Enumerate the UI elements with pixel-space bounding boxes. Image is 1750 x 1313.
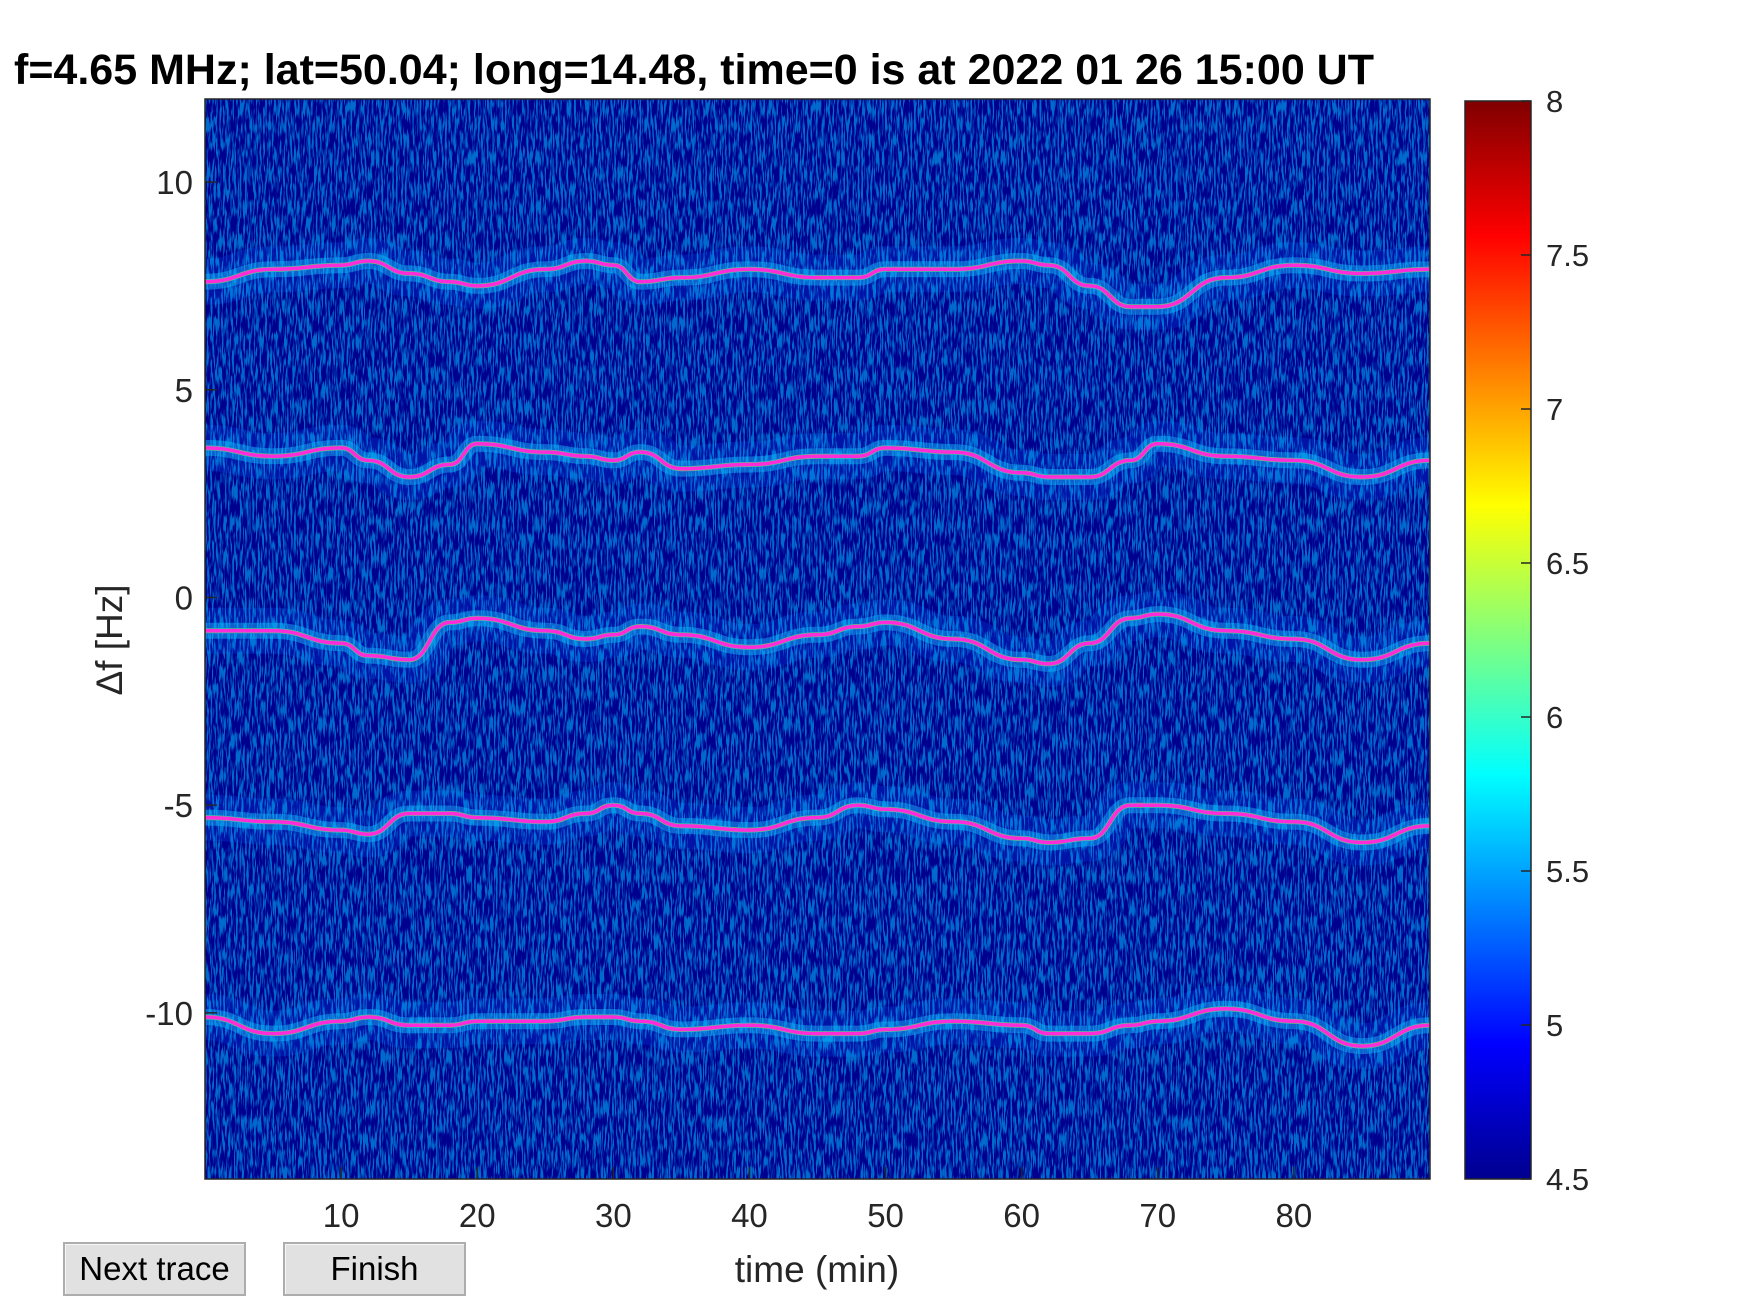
colorbar-tick-label: 4.5	[1546, 1162, 1589, 1197]
plot-frame	[204, 98, 1431, 1180]
y-tick-label: 0	[175, 579, 193, 616]
colorbar-tick-label: 7.5	[1546, 238, 1589, 273]
x-tick-label: 30	[595, 1197, 632, 1234]
doppler-trace-layer	[205, 259, 1430, 1048]
x-tick-label: 10	[323, 1197, 360, 1234]
x-tick-label: 70	[1139, 1197, 1176, 1234]
x-tick-label: 50	[867, 1197, 904, 1234]
colorbar-ticks: 8 7.5 7 6.5 6 5.5 5 4.5	[1521, 84, 1589, 1197]
y-tick-label: -10	[145, 995, 193, 1032]
y-tick-label: 10	[156, 164, 193, 201]
y-axis-label: Δf [Hz]	[89, 584, 130, 695]
x-axis: 10 20 30 40 50 60 70 80	[323, 1167, 1312, 1234]
trace-line	[205, 1006, 1430, 1048]
trace-line	[205, 259, 1430, 309]
x-tick-label: 60	[1003, 1197, 1040, 1234]
trace-line	[205, 442, 1430, 479]
finish-button[interactable]: Finish	[283, 1242, 466, 1296]
x-tick-label: 40	[731, 1197, 768, 1234]
chart-title: f=4.65 MHz; lat=50.04; long=14.48, time=…	[14, 46, 1374, 94]
colorbar-tick-label: 6	[1546, 700, 1563, 735]
y-axis: 10 5 0 -5 -10	[145, 164, 217, 1032]
x-axis-label: time (min)	[735, 1249, 899, 1290]
y-tick-label: 5	[175, 372, 193, 409]
colorbar: 8 7.5 7 6.5 6 5.5 5 4.5	[1464, 84, 1589, 1197]
next-trace-button[interactable]: Next trace	[63, 1242, 246, 1296]
trace-line	[205, 612, 1430, 666]
colorbar-gradient	[1464, 100, 1532, 1180]
trace-line	[205, 803, 1430, 845]
colorbar-tick-label: 6.5	[1546, 546, 1589, 581]
colorbar-tick-label: 5.5	[1546, 854, 1589, 889]
y-tick-label: -5	[164, 787, 193, 824]
spectral-noise	[205, 99, 1430, 1179]
heatmap-plot-area	[205, 99, 1430, 1179]
x-tick-label: 80	[1276, 1197, 1313, 1234]
colorbar-tick-label: 7	[1546, 392, 1563, 427]
colorbar-tick-label: 5	[1546, 1008, 1563, 1043]
colorbar-tick-label: 8	[1546, 84, 1563, 119]
x-tick-label: 20	[459, 1197, 496, 1234]
